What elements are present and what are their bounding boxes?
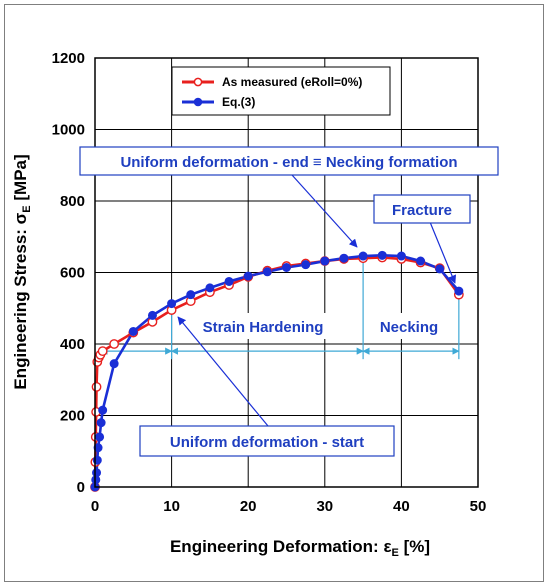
axes bbox=[94, 57, 479, 488]
series-1-point-13 bbox=[205, 283, 215, 293]
series-1-point-4 bbox=[93, 443, 103, 453]
series-1-point-9 bbox=[128, 326, 138, 336]
series-1-point-20 bbox=[339, 253, 349, 263]
callout-fracture bbox=[373, 194, 471, 224]
legend-label-eq3: Eq.(3) bbox=[222, 95, 255, 109]
arrow-fracture bbox=[429, 221, 457, 284]
series-1-point-6 bbox=[96, 418, 106, 428]
grid-lines bbox=[95, 57, 479, 487]
legend-label-measured: As measured (eRoll=0%) bbox=[222, 75, 362, 89]
legend-marker-measured bbox=[193, 77, 203, 87]
y-tick-label-600: 600 bbox=[60, 265, 85, 282]
series-0-point-8 bbox=[97, 346, 108, 357]
callout-strain-hardening bbox=[188, 313, 338, 339]
callout-uniform-start bbox=[139, 425, 395, 457]
x-tick-label-50: 50 bbox=[470, 498, 487, 515]
legend: As measured (eRoll=0%) Eq.(3) bbox=[171, 66, 391, 116]
series-1-point-22 bbox=[377, 250, 387, 260]
x-tick-label-30: 30 bbox=[316, 498, 333, 515]
x-axis-label: Engineering Deformation: εE [%] bbox=[170, 537, 430, 559]
data-series bbox=[90, 250, 464, 492]
callout-strain-hardening-text: Strain Hardening bbox=[203, 319, 324, 336]
y-tick-label-200: 200 bbox=[60, 408, 85, 425]
series-1-point-17 bbox=[282, 262, 291, 272]
series-1-point-25 bbox=[435, 264, 445, 274]
series-1-point-10 bbox=[147, 310, 157, 320]
callout-fracture-text: Fracture bbox=[392, 202, 452, 219]
callout-uniform-start-text: Uniform deformation - start bbox=[170, 434, 364, 451]
callout-necking-formation bbox=[79, 146, 499, 176]
series-1-point-21 bbox=[358, 251, 368, 261]
y-tick-label-800: 800 bbox=[60, 193, 85, 210]
series-1-point-2 bbox=[92, 468, 102, 478]
y-tick-label-0: 0 bbox=[77, 479, 85, 496]
x-tick-label-20: 20 bbox=[240, 498, 257, 515]
series-line-0 bbox=[93, 256, 460, 488]
series-1-point-7 bbox=[98, 405, 108, 415]
legend-marker-eq3 bbox=[193, 97, 203, 107]
x-tick-label-0: 0 bbox=[91, 498, 99, 515]
series-1-point-23 bbox=[396, 251, 406, 261]
y-tick-label-1200: 1200 bbox=[52, 50, 85, 67]
series-0-point-4 bbox=[91, 381, 102, 392]
region-spans bbox=[100, 256, 460, 360]
callout-necking-text: Necking bbox=[380, 319, 438, 336]
series-1-point-16 bbox=[262, 267, 272, 277]
tick-labels: 0 10 20 30 40 50 0 200 400 600 800 1000 1200 bbox=[52, 50, 487, 515]
plot-area-border bbox=[94, 57, 479, 488]
callout-necking bbox=[370, 313, 450, 339]
y-tick-label-1000: 1000 bbox=[52, 122, 85, 139]
annotations: Uniform deformation - end ≡ Necking form… bbox=[79, 146, 499, 457]
series-1-point-5 bbox=[95, 432, 105, 442]
series-1-point-12 bbox=[186, 290, 196, 300]
y-axis-label: Engineering Stress: σE [MPa] bbox=[11, 154, 33, 389]
legend-box bbox=[171, 66, 391, 116]
series-1-point-26 bbox=[454, 286, 464, 296]
series-1-point-19 bbox=[320, 256, 330, 266]
series-1-point-11 bbox=[167, 299, 177, 309]
arrow-necking-formation bbox=[291, 174, 358, 248]
x-tick-label-40: 40 bbox=[393, 498, 410, 515]
series-1-point-14 bbox=[224, 276, 234, 286]
callout-necking-formation-text: Uniform deformation - end ≡ Necking form… bbox=[120, 154, 457, 171]
series-1-point-15 bbox=[243, 271, 253, 281]
series-1-point-18 bbox=[301, 260, 311, 270]
y-tick-label-400: 400 bbox=[60, 336, 85, 353]
series-1-point-24 bbox=[416, 256, 426, 266]
series-0-point-9 bbox=[109, 339, 120, 349]
x-tick-label-10: 10 bbox=[163, 498, 180, 515]
arrow-uniform-start bbox=[177, 316, 269, 427]
series-1-point-8 bbox=[109, 359, 119, 369]
